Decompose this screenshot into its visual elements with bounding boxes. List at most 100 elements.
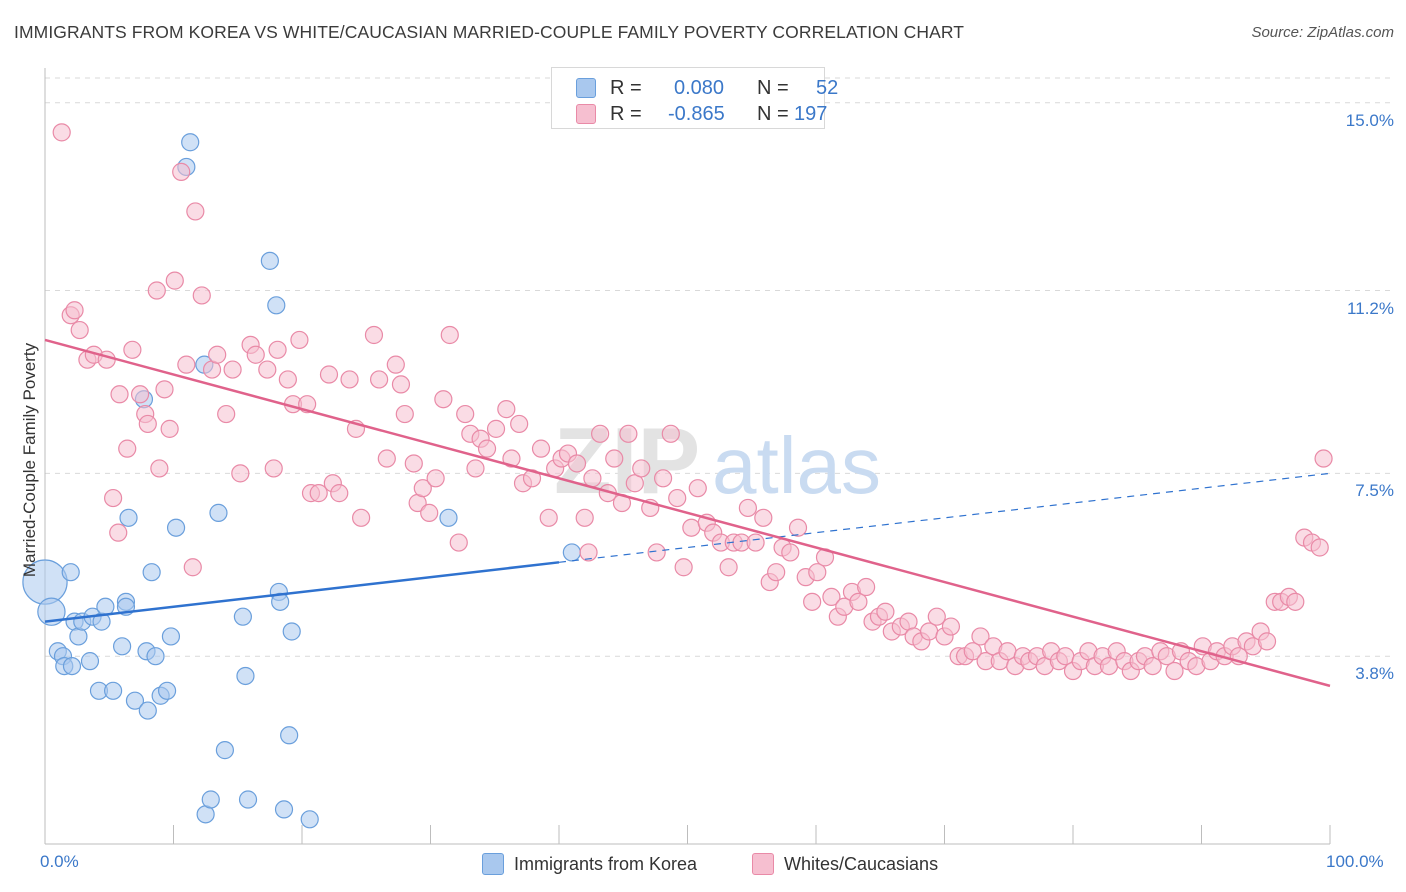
white-point	[440, 325, 459, 345]
white-point	[738, 498, 757, 518]
white-point	[971, 627, 990, 646]
korea-point	[267, 296, 286, 315]
grid-lines	[45, 77, 1392, 657]
korea-point	[62, 656, 82, 676]
white-point	[319, 365, 339, 384]
white-point	[510, 414, 529, 434]
white-point	[668, 488, 687, 508]
chart-title: IMMIGRANTS FROM KOREA VS WHITE/CAUCASIAN…	[14, 22, 965, 42]
white-point	[567, 454, 587, 473]
white-point	[264, 459, 283, 478]
korea-point	[233, 607, 252, 626]
white-point	[502, 449, 521, 468]
bottom-legend-swatch-white	[752, 853, 774, 875]
white-point	[340, 370, 359, 389]
white-point	[1286, 592, 1305, 611]
white-point	[927, 607, 946, 626]
white-trend-line	[44, 338, 1331, 688]
korea-point	[439, 508, 458, 527]
correlation-legend: R = 0.080 N = 52 R = -0.865 N = 197	[551, 67, 838, 129]
white-point	[857, 577, 876, 597]
white-point	[591, 424, 610, 443]
white-point	[118, 439, 137, 458]
korea-point	[80, 652, 100, 671]
white-point	[456, 404, 475, 424]
white-point	[575, 508, 594, 527]
white-point	[583, 469, 602, 488]
white-point	[404, 454, 423, 473]
white-point	[278, 370, 297, 389]
white-point	[330, 484, 349, 503]
white-point	[246, 345, 265, 364]
korea-point	[215, 741, 234, 760]
legend-n-label: N =	[757, 77, 789, 99]
white-point	[309, 484, 328, 503]
white-point	[1310, 538, 1329, 557]
white-point	[231, 464, 250, 483]
white-point	[426, 469, 445, 488]
white-point	[123, 340, 142, 359]
white-point	[434, 390, 453, 409]
y-axis-title: Married-Couple Family Poverty	[20, 342, 39, 578]
white-point	[223, 360, 242, 379]
white-point	[876, 602, 895, 621]
white-point	[130, 385, 150, 404]
white-point	[413, 479, 432, 498]
white-point	[449, 533, 468, 552]
bottom-legend-label-korea: Immigrants from Korea	[514, 854, 698, 874]
white-point	[803, 592, 822, 611]
korea-point	[161, 627, 181, 646]
white-point	[849, 592, 868, 611]
white-point	[183, 558, 202, 577]
korea-point	[181, 133, 200, 152]
trend-lines	[44, 338, 1331, 688]
white-point	[155, 380, 174, 399]
white-point	[486, 419, 506, 438]
white-point	[370, 370, 389, 389]
legend-n-value: 197	[794, 103, 828, 125]
white-point	[386, 355, 405, 374]
white-point	[682, 518, 701, 537]
white-point	[963, 642, 982, 661]
white-point	[52, 123, 71, 142]
white-point	[150, 459, 169, 478]
y-tick-label: 3.8%	[1355, 664, 1394, 684]
white-point	[531, 439, 551, 458]
white-point	[177, 355, 196, 374]
white-point	[110, 385, 129, 404]
x-tick-label-max: 100.0%	[1326, 852, 1384, 871]
korea-point	[562, 543, 581, 562]
white-point	[109, 523, 128, 542]
white-point	[186, 202, 205, 221]
white-point	[395, 404, 414, 424]
white-point	[746, 533, 765, 552]
korea-point	[157, 681, 177, 700]
white-point	[653, 469, 673, 488]
white-point	[172, 162, 191, 181]
white-point	[1314, 449, 1333, 468]
y-tick-label: 11.2%	[1347, 298, 1394, 318]
white-point	[364, 325, 384, 345]
white-point	[165, 271, 184, 290]
korea-point	[125, 691, 145, 710]
data-points	[22, 123, 1333, 829]
white-point	[788, 518, 808, 537]
legend-n-value: 52	[816, 77, 839, 99]
watermark-atlas: atlas	[712, 421, 881, 510]
white-point	[217, 404, 236, 424]
white-point	[605, 449, 624, 468]
white-point	[619, 424, 638, 443]
korea-point	[300, 810, 319, 829]
white-point	[539, 508, 558, 527]
white-point	[466, 459, 485, 478]
white-point	[1257, 632, 1277, 651]
y-tick-label: 15.0%	[1345, 110, 1394, 130]
white-point	[104, 488, 123, 508]
korea-point	[238, 790, 258, 809]
korea-trend-line	[44, 561, 560, 623]
white-point	[258, 360, 277, 379]
white-point	[192, 286, 211, 305]
white-point	[208, 345, 227, 364]
white-point	[65, 301, 84, 320]
